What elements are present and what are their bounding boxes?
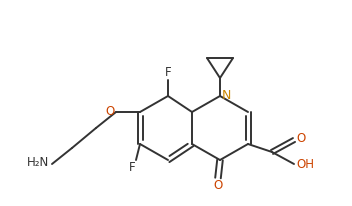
Text: H₂N: H₂N [27, 157, 49, 170]
Text: O: O [296, 132, 305, 145]
Text: F: F [128, 161, 135, 174]
Text: OH: OH [296, 158, 314, 172]
Text: O: O [213, 179, 222, 192]
Text: O: O [106, 104, 115, 117]
Text: N: N [222, 89, 231, 102]
Text: F: F [165, 66, 171, 79]
